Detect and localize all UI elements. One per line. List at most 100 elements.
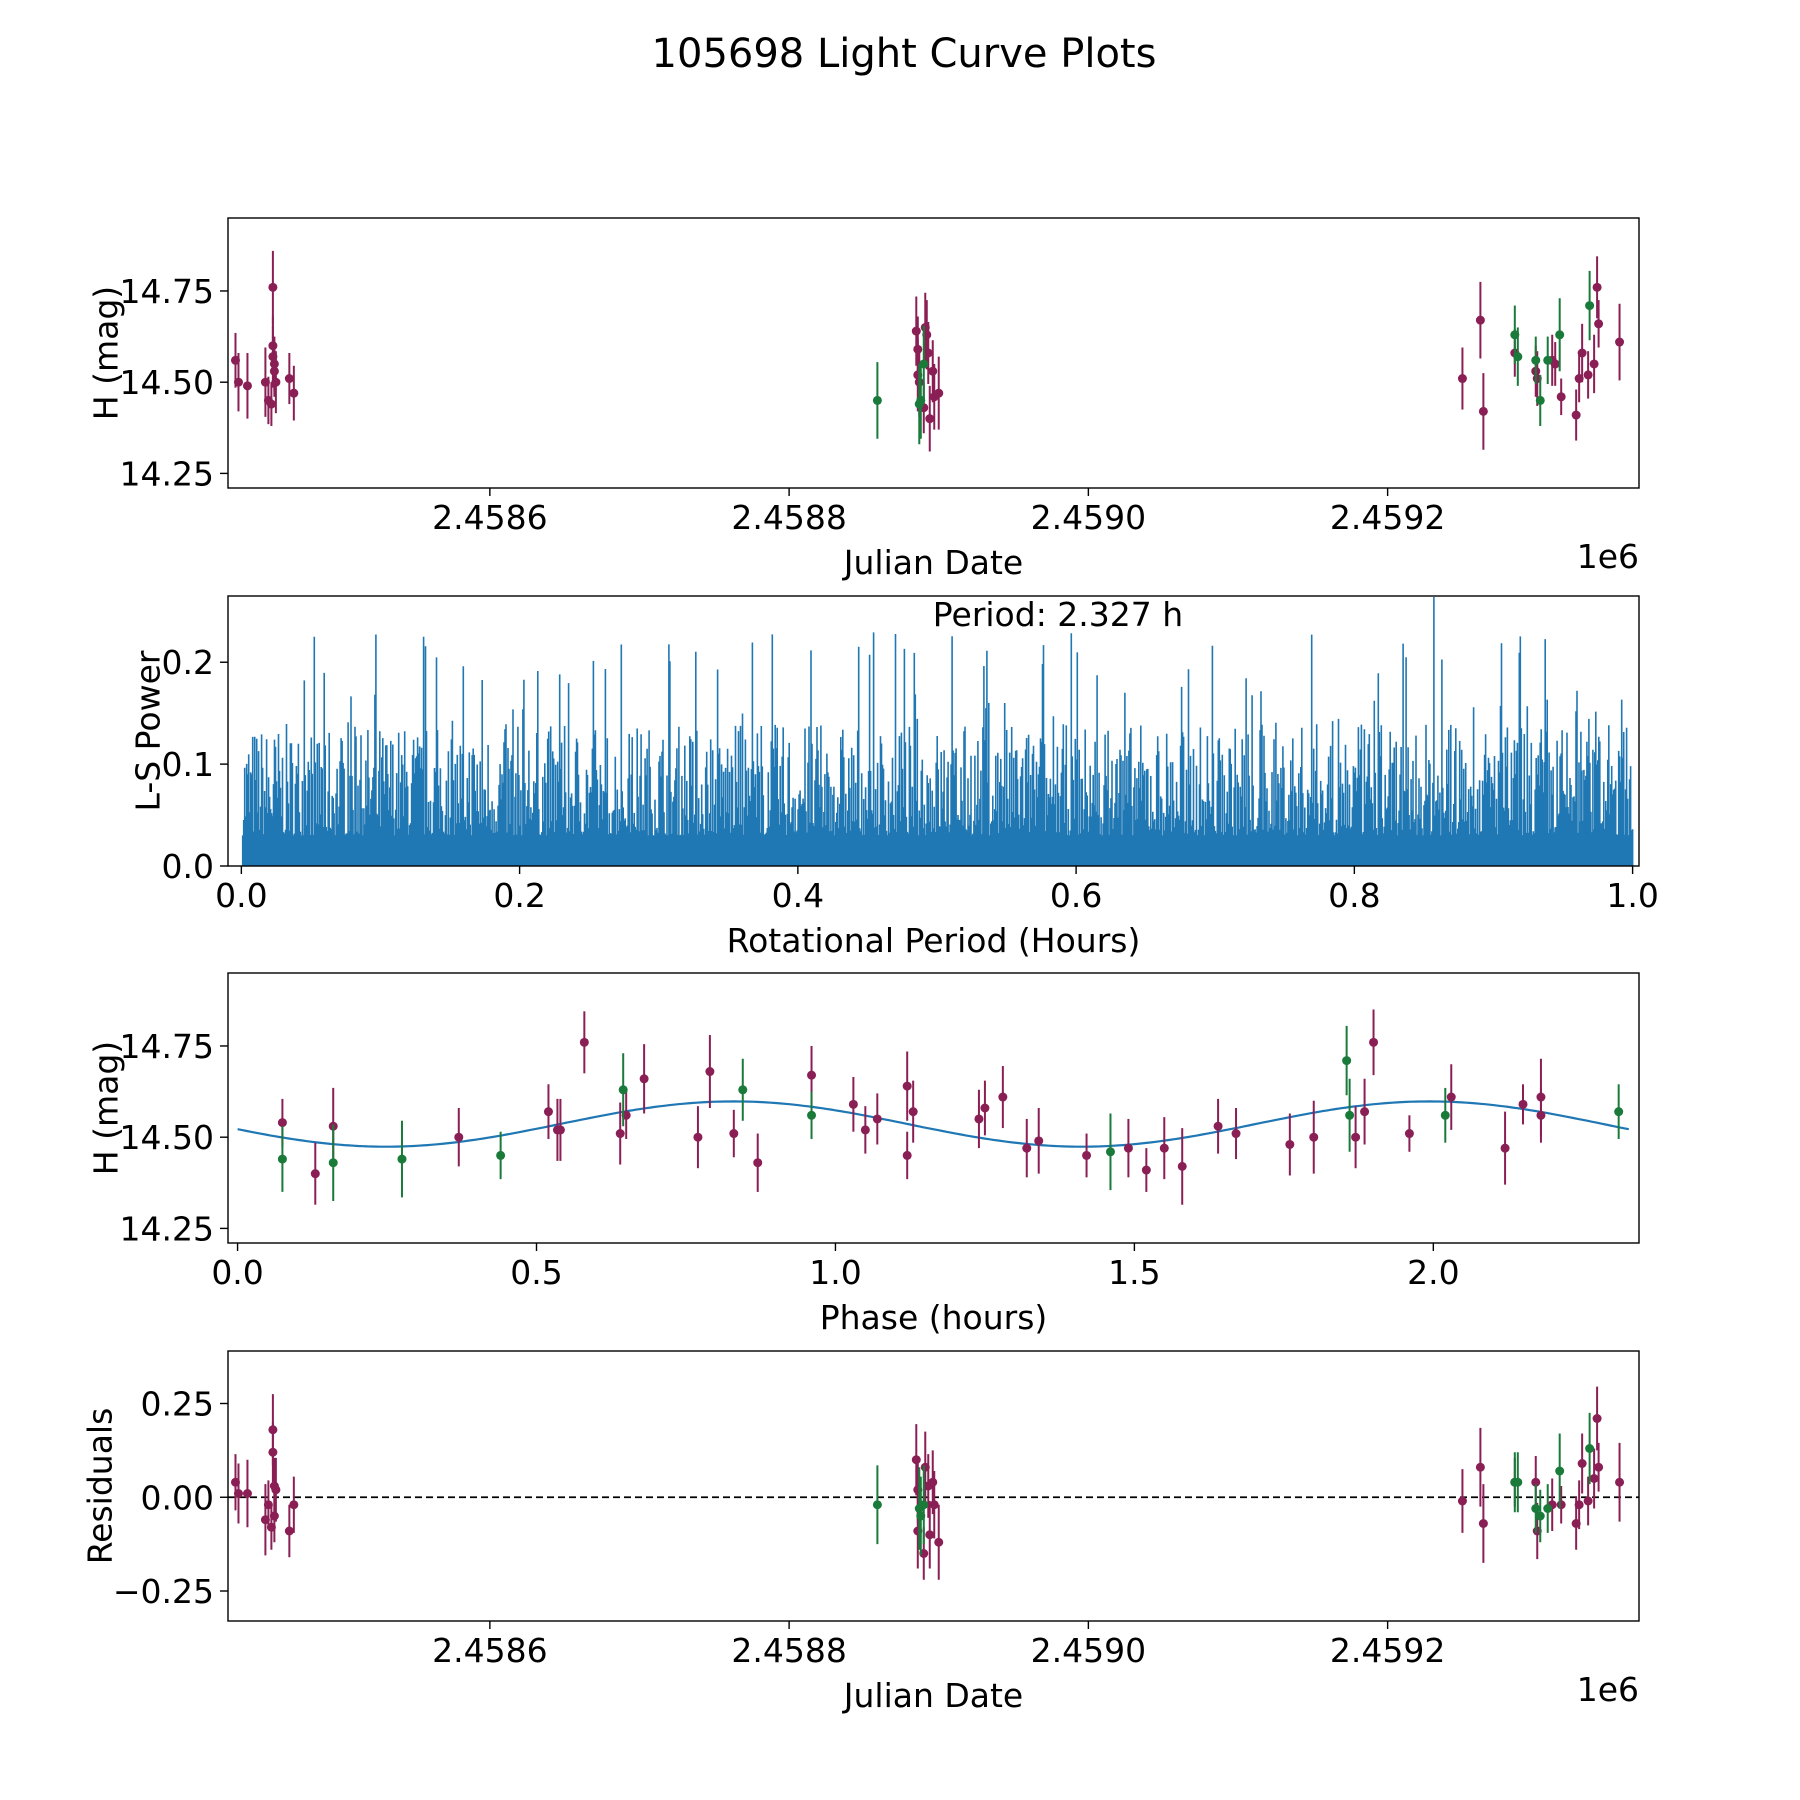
data-point bbox=[310, 1169, 320, 1179]
series-filter-B bbox=[872, 270, 1595, 445]
data-point bbox=[1531, 1504, 1541, 1513]
power-spectrum-line bbox=[241, 597, 1634, 866]
data-point bbox=[1159, 1143, 1169, 1153]
y-axis-label: Residuals bbox=[81, 1408, 120, 1565]
data-point bbox=[268, 1447, 278, 1457]
axes-frame bbox=[227, 217, 1640, 489]
fit-curve bbox=[237, 1100, 1630, 1148]
data-point bbox=[1571, 410, 1581, 420]
data-point bbox=[1589, 359, 1599, 369]
raw-data bbox=[230, 250, 1625, 452]
data-point bbox=[934, 1537, 944, 1547]
data-point bbox=[1034, 1136, 1044, 1146]
data-point bbox=[1475, 315, 1485, 325]
data-point bbox=[639, 1074, 649, 1084]
data-point bbox=[925, 1530, 935, 1540]
data-point bbox=[1022, 1143, 1032, 1153]
data-point bbox=[1592, 1414, 1602, 1423]
data-point bbox=[277, 1154, 287, 1164]
x-tick-label: 2.4588 bbox=[731, 1631, 846, 1670]
y-axis-label: H (mag) bbox=[87, 1041, 126, 1175]
data-point bbox=[289, 1500, 299, 1510]
data-point bbox=[269, 1511, 279, 1521]
axes-frame bbox=[227, 972, 1640, 1244]
data-point bbox=[1082, 1150, 1092, 1160]
x-tick-label: 2.4586 bbox=[432, 498, 547, 537]
data-point bbox=[923, 348, 933, 358]
series-filter-A bbox=[277, 1009, 1546, 1205]
data-point bbox=[1583, 370, 1593, 380]
data-point bbox=[1141, 1165, 1151, 1175]
data-point bbox=[268, 282, 278, 292]
x-tick-label: 2.4590 bbox=[1031, 498, 1146, 537]
data-point bbox=[1360, 1107, 1370, 1117]
x-axis-label: Julian Date bbox=[842, 1676, 1024, 1715]
y-tick-label: 0.25 bbox=[141, 1385, 214, 1424]
data-point bbox=[1478, 1519, 1488, 1528]
data-point bbox=[902, 1081, 912, 1091]
data-point bbox=[1478, 406, 1488, 416]
data-point bbox=[911, 326, 921, 336]
data-point bbox=[1550, 359, 1560, 369]
x-axis-label: Julian Date bbox=[842, 543, 1024, 582]
data-point bbox=[1475, 1462, 1485, 1472]
data-point bbox=[807, 1070, 817, 1080]
data-point bbox=[848, 1099, 858, 1109]
data-point bbox=[397, 1154, 407, 1164]
data-point bbox=[454, 1132, 464, 1142]
y-tick-label: 0.1 bbox=[162, 745, 214, 784]
data-point bbox=[1615, 337, 1625, 347]
data-point bbox=[860, 1125, 870, 1135]
panel-phased: 0.0 0.5 1.0 1.5 2.0 14.25 14.50 14.75 Phase (hou… bbox=[87, 972, 1640, 1337]
data-point bbox=[1213, 1121, 1223, 1131]
x-tick-label: 2.4592 bbox=[1330, 1631, 1445, 1670]
data-point bbox=[1615, 1477, 1625, 1487]
data-point bbox=[929, 1500, 939, 1510]
data-point bbox=[1555, 330, 1565, 340]
x-tick-label: 0.6 bbox=[1050, 876, 1102, 915]
data-point bbox=[1577, 1459, 1587, 1468]
data-point bbox=[1594, 1462, 1604, 1472]
y-tick-label: 14.75 bbox=[120, 272, 214, 311]
data-point bbox=[242, 1489, 252, 1498]
data-point bbox=[1457, 374, 1467, 384]
data-point bbox=[911, 1455, 921, 1465]
data-point bbox=[1592, 282, 1602, 292]
data-point bbox=[980, 1103, 990, 1113]
data-point bbox=[1446, 1092, 1456, 1102]
data-point bbox=[266, 399, 276, 409]
data-point bbox=[729, 1129, 739, 1139]
data-point bbox=[1500, 1143, 1510, 1153]
data-point bbox=[1231, 1129, 1241, 1139]
y-tick-label: 14.75 bbox=[120, 1027, 214, 1066]
data-point bbox=[233, 377, 243, 387]
series-filter-A bbox=[230, 1386, 1625, 1580]
x-offset-text: 1e6 bbox=[1577, 1670, 1639, 1709]
x-tick-label: 2.4588 bbox=[731, 498, 846, 537]
data-point bbox=[738, 1085, 748, 1095]
data-point bbox=[1556, 392, 1566, 402]
y-axis-label: H (mag) bbox=[87, 286, 126, 420]
x-tick-label: 1.5 bbox=[1108, 1253, 1160, 1292]
data-point bbox=[872, 1500, 882, 1510]
data-point bbox=[1105, 1147, 1115, 1157]
y-tick-label: 14.50 bbox=[120, 1118, 214, 1157]
data-point bbox=[618, 1085, 628, 1095]
data-point bbox=[1543, 1504, 1553, 1513]
data-point bbox=[1535, 1511, 1545, 1521]
x-offset-text: 1e6 bbox=[1577, 537, 1639, 576]
data-point bbox=[242, 381, 252, 391]
data-point bbox=[1556, 1500, 1566, 1510]
series-filter-B bbox=[277, 1025, 1624, 1202]
data-point bbox=[555, 1125, 565, 1135]
data-point bbox=[807, 1110, 817, 1120]
y-tick-label: −0.25 bbox=[113, 1572, 214, 1611]
panel-residuals: 2.4586 2.4588 2.4590 2.4592 −0.25 0.00 0.25 Jul… bbox=[81, 1350, 1640, 1715]
panel-raw: 2.4586 2.4588 2.4590 2.4592 14.25 14.50 14.75 J… bbox=[87, 217, 1640, 582]
data-point bbox=[1531, 355, 1541, 365]
data-point bbox=[1594, 319, 1604, 329]
data-point bbox=[908, 1107, 918, 1117]
x-tick-label: 2.4592 bbox=[1330, 498, 1445, 537]
data-point bbox=[1535, 395, 1545, 405]
